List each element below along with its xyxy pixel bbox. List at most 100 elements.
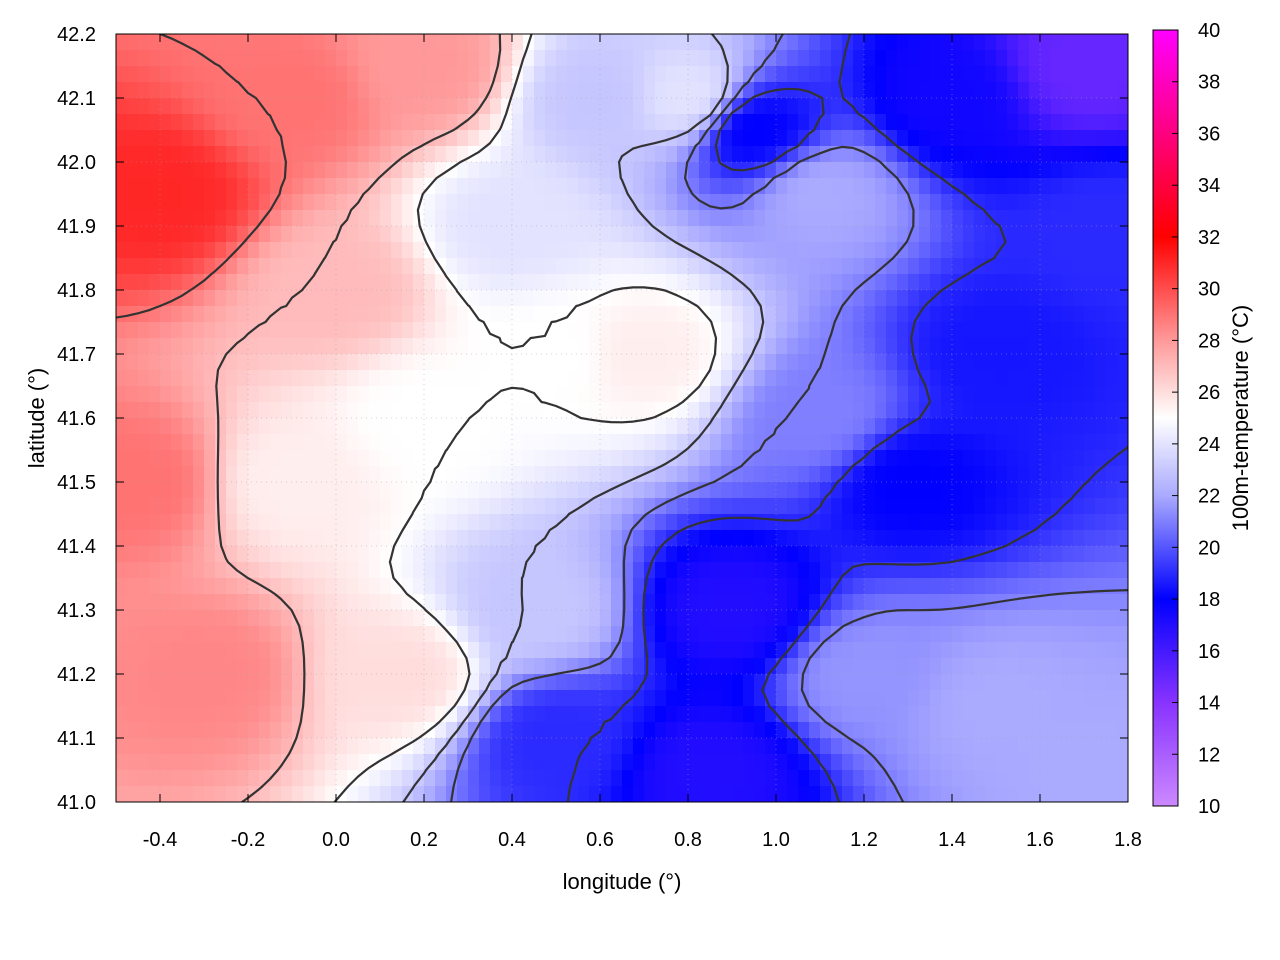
heatmap-cell [1029,370,1041,387]
heatmap-cell [831,290,843,307]
heatmap-cell [380,274,392,291]
heatmap-cell [193,258,205,275]
heatmap-cell [1029,82,1041,99]
heatmap-cell [215,562,227,579]
heatmap-cell [314,578,326,595]
heatmap-cell [853,274,865,291]
heatmap-cell [633,530,645,547]
heatmap-cell [567,738,579,755]
heatmap-cell [325,274,337,291]
heatmap-cell [732,690,744,707]
heatmap-cell [864,370,876,387]
heatmap-cell [523,482,535,499]
contour-line [215,34,502,802]
heatmap-cell [688,162,700,179]
heatmap-cell [446,754,458,771]
heatmap-cell [138,594,150,611]
heatmap-cell [974,194,986,211]
heatmap-cell [314,642,326,659]
heatmap-cell [677,194,689,211]
heatmap-cell [369,690,381,707]
heatmap-cell [435,386,447,403]
heatmap-cell [402,530,414,547]
heatmap-cell [864,514,876,531]
heatmap-cell [380,34,392,51]
heatmap-cell [138,50,150,67]
heatmap-cell [589,754,601,771]
heatmap-cell [1117,50,1128,67]
heatmap-cell [754,274,766,291]
heatmap-cell [798,114,810,131]
heatmap-cell [567,130,579,147]
heatmap-cell [1007,34,1019,51]
heatmap-cell [776,194,788,211]
heatmap-cell [699,434,711,451]
heatmap-cell [468,322,480,339]
heatmap-cell [743,658,755,675]
heatmap-cell [699,258,711,275]
heatmap-cell [820,82,832,99]
heatmap-cell [424,226,436,243]
heatmap-cell [160,754,172,771]
heatmap-cell [303,770,315,787]
heatmap-cell [622,178,634,195]
heatmap-cell [765,98,777,115]
heatmap-cell [567,226,579,243]
heatmap-cell [259,722,271,739]
heatmap-cell [688,738,700,755]
heatmap-cell [721,258,733,275]
heatmap-cell [545,146,557,163]
heatmap-cell [226,82,238,99]
heatmap-cell [127,290,139,307]
heatmap-cell [589,306,601,323]
heatmap-cell [534,562,546,579]
heatmap-cell [710,82,722,99]
heatmap-cell [435,290,447,307]
heatmap-cell [1018,274,1030,291]
heatmap-cell [446,594,458,611]
heatmap-cell [930,450,942,467]
heatmap-cell [688,370,700,387]
heatmap-cell [897,306,909,323]
heatmap-cell [501,706,513,723]
heatmap-cell [446,706,458,723]
heatmap-cell [479,546,491,563]
heatmap-cell [545,562,557,579]
heatmap-cell [897,82,909,99]
heatmap-cell [138,690,150,707]
heatmap-cell [171,82,183,99]
heatmap-cell [391,594,403,611]
heatmap-cell [853,290,865,307]
heatmap-cell [765,146,777,163]
heatmap-cell [402,594,414,611]
heatmap-cell [325,50,337,67]
heatmap-cell [952,114,964,131]
heatmap-cell [116,258,128,275]
heatmap-cell [798,226,810,243]
heatmap-cell [743,34,755,51]
heatmap-cell [523,114,535,131]
heatmap-cell [501,690,513,707]
heatmap-cell [1029,386,1041,403]
heatmap-cell [787,498,799,515]
heatmap-cell [1117,674,1128,691]
heatmap-cell [193,162,205,179]
heatmap-cell [644,610,656,627]
heatmap-cell [853,434,865,451]
heatmap-cell [996,546,1008,563]
heatmap-cell [292,770,304,787]
heatmap-cell [941,274,953,291]
heatmap-cell [809,210,821,227]
heatmap-cell [853,306,865,323]
heatmap-cell [380,306,392,323]
heatmap-cell [963,578,975,595]
heatmap-cell [798,322,810,339]
heatmap-cell [842,274,854,291]
x-tick-label: 0.6 [586,829,614,851]
heatmap-cell [666,498,678,515]
heatmap-cell [435,178,447,195]
heatmap-cell [413,578,425,595]
heatmap-cell [688,34,700,51]
heatmap-cell [347,210,359,227]
heatmap-cell [644,418,656,435]
